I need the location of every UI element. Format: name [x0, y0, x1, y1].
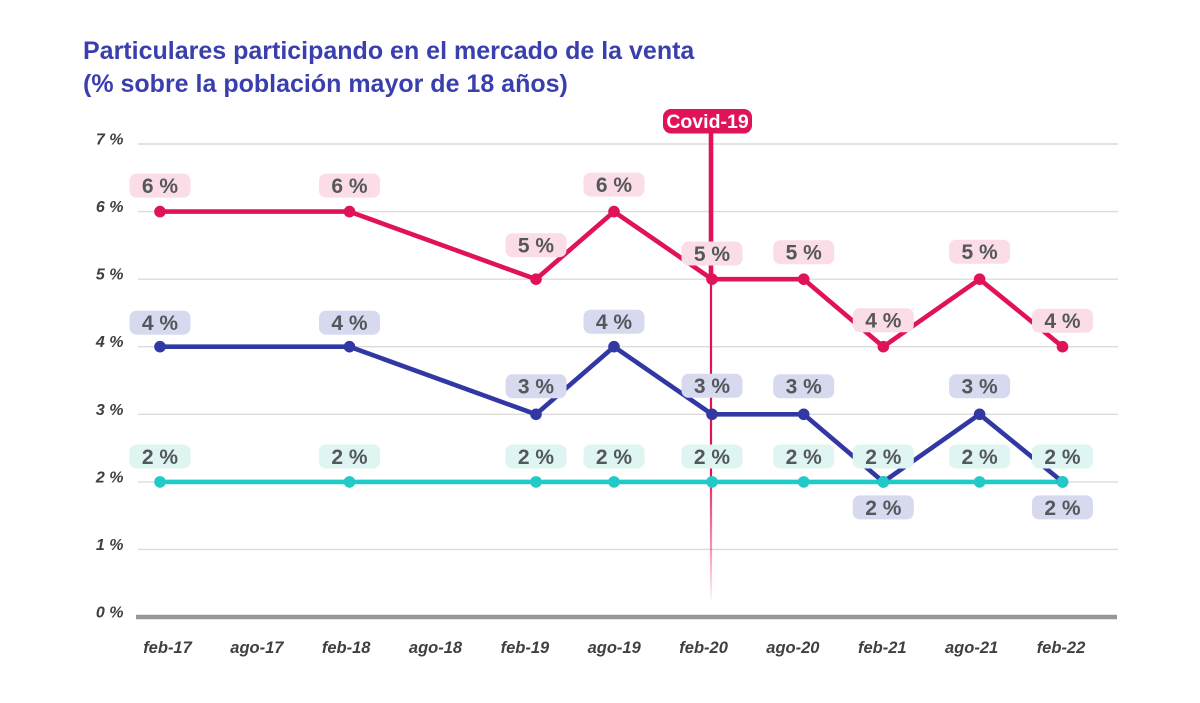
svg-text:2 %: 2 %	[331, 446, 368, 469]
svg-text:2 %: 2 %	[962, 446, 999, 469]
svg-text:4 %: 4 %	[1044, 310, 1081, 333]
svg-text:2 %: 2 %	[518, 446, 555, 469]
svg-text:feb-18: feb-18	[322, 639, 371, 657]
svg-text:2 %: 2 %	[95, 469, 124, 486]
svg-text:ago-18: ago-18	[409, 639, 463, 657]
svg-text:5 %: 5 %	[962, 241, 999, 264]
svg-text:feb-20: feb-20	[679, 639, 728, 657]
svg-text:4 %: 4 %	[331, 312, 368, 335]
svg-text:4 %: 4 %	[142, 312, 179, 335]
svg-text:1 %: 1 %	[96, 537, 124, 554]
svg-text:3 %: 3 %	[962, 376, 999, 399]
svg-text:6 %: 6 %	[96, 199, 124, 216]
svg-text:3 %: 3 %	[694, 375, 731, 398]
svg-text:7 %: 7 %	[96, 132, 124, 149]
svg-text:3 %: 3 %	[786, 376, 823, 399]
svg-text:5 %: 5 %	[518, 235, 555, 258]
svg-text:ago-19: ago-19	[588, 639, 642, 657]
svg-text:2 %: 2 %	[786, 446, 823, 469]
svg-text:5 %: 5 %	[786, 242, 823, 265]
svg-text:5 %: 5 %	[96, 267, 124, 284]
svg-text:ago-21: ago-21	[945, 639, 998, 657]
svg-text:3 %: 3 %	[96, 402, 124, 419]
svg-text:ago-20: ago-20	[766, 639, 820, 657]
svg-text:6 %: 6 %	[331, 175, 368, 198]
svg-text:2 %: 2 %	[596, 446, 633, 469]
svg-text:feb-17: feb-17	[143, 639, 192, 657]
svg-text:4 %: 4 %	[95, 334, 124, 351]
svg-text:feb-22: feb-22	[1037, 639, 1086, 657]
svg-text:2 %: 2 %	[865, 497, 902, 520]
svg-text:Covid-19: Covid-19	[666, 111, 749, 133]
svg-text:2 %: 2 %	[1044, 497, 1081, 520]
svg-text:2 %: 2 %	[865, 446, 902, 469]
svg-text:6 %: 6 %	[596, 174, 633, 197]
svg-text:feb-19: feb-19	[501, 639, 550, 657]
svg-text:5 %: 5 %	[694, 243, 731, 266]
svg-text:3 %: 3 %	[518, 376, 555, 399]
svg-text:feb-21: feb-21	[858, 639, 907, 657]
svg-text:2 %: 2 %	[1044, 446, 1081, 469]
svg-text:2 %: 2 %	[142, 446, 179, 469]
svg-text:ago-17: ago-17	[230, 639, 284, 657]
svg-text:4 %: 4 %	[596, 311, 633, 334]
svg-text:0 %: 0 %	[96, 605, 124, 622]
svg-text:6 %: 6 %	[142, 175, 179, 198]
svg-text:4 %: 4 %	[865, 310, 902, 333]
svg-text:2 %: 2 %	[694, 446, 731, 469]
